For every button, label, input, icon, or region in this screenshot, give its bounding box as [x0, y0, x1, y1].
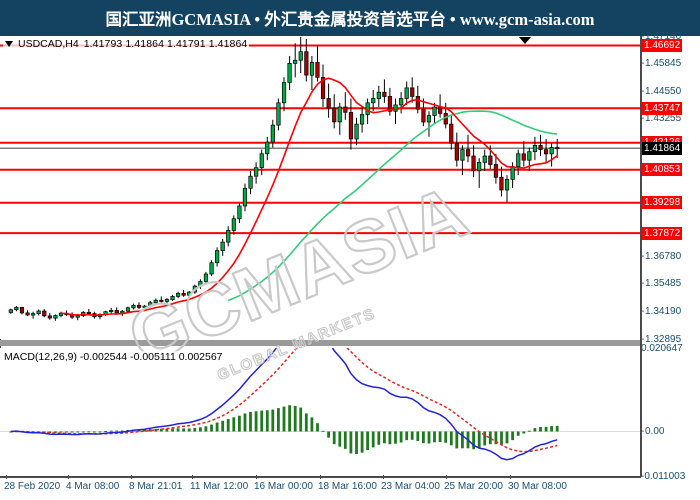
price-tick-label: -1.34190	[641, 306, 682, 317]
price-tick-label: -1.45845	[641, 58, 682, 69]
price-tick-label: -1.43255	[641, 113, 682, 125]
macd-tick-label: 0.020647	[641, 342, 683, 354]
promo-banner: 国汇亚洲GCMASIA • 外汇贵金属投资首选平台 • www.gcm-asia…	[0, 0, 700, 36]
time-tick-label: 30 Mar 08:00	[508, 481, 567, 492]
price-level-badge[interactable]: 1.37872	[642, 226, 683, 240]
time-tick-label: 23 Mar 04:00	[381, 481, 440, 492]
chart-top-marker-icon	[519, 37, 531, 44]
time-tick-label: 16 Mar 00:00	[254, 481, 313, 492]
price-tick-label: -1.47140	[641, 30, 682, 42]
time-tick-label: 11 Mar 12:00	[190, 481, 249, 492]
price-level-badge[interactable]: 1.40853	[642, 163, 683, 177]
banner-text: 国汇亚洲GCMASIA • 外汇贵金属投资首选平台 • www.gcm-asia…	[105, 10, 595, 29]
time-tick-mark	[446, 475, 447, 479]
price-axis-line	[640, 36, 642, 477]
pane-separator	[0, 340, 640, 346]
time-tick-label: 8 Mar 21:01	[129, 481, 183, 492]
macd-pane[interactable]	[0, 348, 640, 476]
time-tick-mark	[68, 475, 69, 479]
macd-indicator-label[interactable]: MACD(12,26,9) -0.002544 -0.005111 0.0025…	[4, 351, 223, 363]
time-tick-mark	[6, 475, 7, 479]
time-tick-mark	[320, 475, 321, 479]
time-tick-mark	[256, 475, 257, 479]
chevron-down-icon[interactable]	[5, 41, 13, 47]
macd-tick-label: -0.00	[641, 426, 665, 437]
time-axis[interactable]: 28 Feb 2020 4 Mar 08:00 8 Mar 21:01 11 Mar …	[0, 475, 700, 500]
time-tick-label: 25 Mar 20:00	[444, 481, 503, 492]
time-tick-mark	[131, 475, 132, 479]
price-level-badge[interactable]: 1.39298	[642, 196, 683, 210]
current-price-badge[interactable]: 1.41864	[642, 141, 683, 155]
time-tick-label: 28 Feb 2020	[4, 481, 61, 492]
price-pane[interactable]	[0, 36, 640, 339]
symbol-label: USDCAD,H4	[18, 38, 79, 50]
price-axis[interactable]: -1.47140-1.45845-1.44550-1.43255-1.41864…	[641, 31, 700, 482]
price-tick-label: -1.32895	[641, 333, 682, 345]
price-tick-label: -1.44550	[641, 85, 682, 97]
time-tick-label: 4 Mar 08:00	[66, 481, 120, 492]
price-level-badge[interactable]: 1.43747	[642, 101, 683, 115]
time-tick-mark	[383, 475, 384, 479]
price-tick-label: -1.35485	[641, 278, 682, 290]
macd-chart-svg	[0, 348, 640, 461]
ohlc-values: 1.41793 1.41864 1.41791 1.41864	[83, 38, 248, 50]
price-level-badge[interactable]: 1.46692	[642, 39, 683, 52]
time-tick-label: 18 Mar 16:00	[318, 481, 377, 492]
time-tick-mark	[510, 475, 511, 479]
time-tick-mark	[192, 475, 193, 479]
price-chart-svg	[0, 36, 640, 321]
symbol-info-bar[interactable]: USDCAD,H4 1.41793 1.41864 1.41791 1.4186…	[3, 38, 250, 50]
chart-frame: GCMASIA GLOBAL MARKETS USDCAD,H4 1.41793…	[0, 31, 700, 500]
price-tick-label: -1.36780	[641, 250, 682, 262]
macd-tick-label: -0.011003	[641, 470, 686, 482]
